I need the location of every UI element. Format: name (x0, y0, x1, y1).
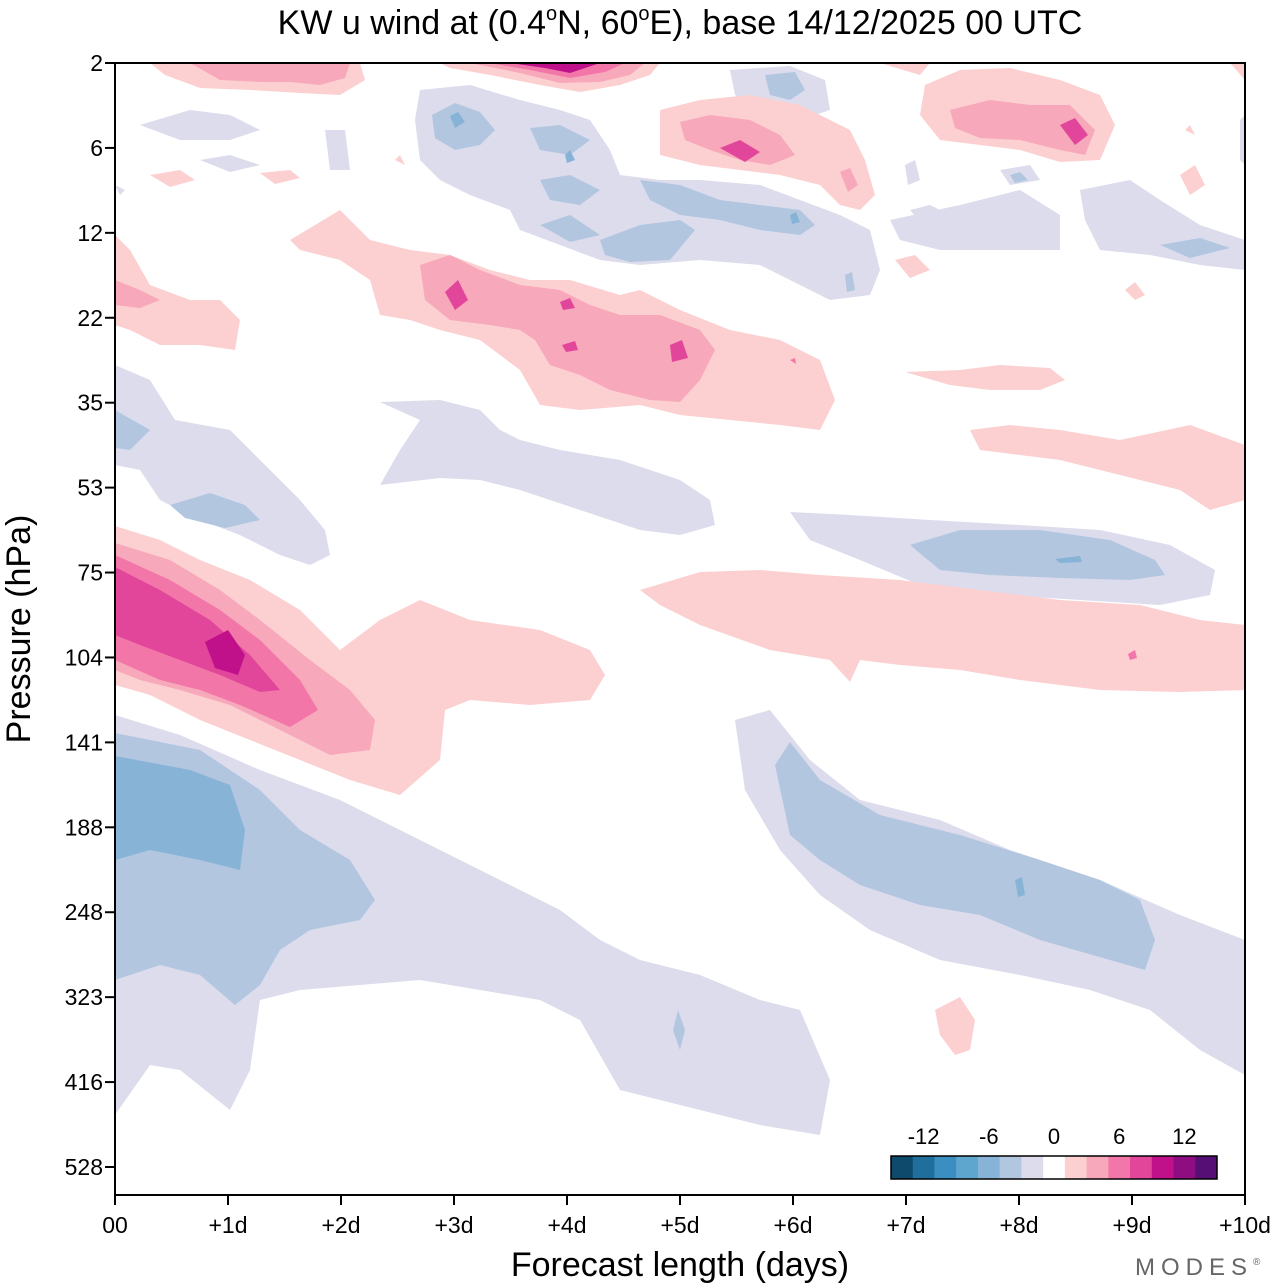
colorbar-swatch (1043, 1156, 1066, 1179)
contour-westerly-75hPa-band (640, 570, 1245, 1055)
contour-easterly-lower-late-mid (775, 742, 1155, 970)
y-tick-label: 6 (90, 135, 103, 161)
contour-westerly-low-weak (115, 526, 605, 795)
x-tick-label: 00 (102, 1212, 128, 1238)
chart-title: KW u wind at (0.4oN, 60oE), base 14/12/2… (278, 3, 1083, 42)
contour-easterly-mid-inner (115, 410, 260, 528)
colorbar-label: 0 (1048, 1124, 1060, 1149)
contour-easterly-lower-initial-strong (115, 756, 245, 870)
colorbar-label: 6 (1113, 1124, 1125, 1149)
contour-fields (115, 63, 1245, 1135)
colorbar-swatch (1195, 1156, 1218, 1179)
contour-easterly-upper-late-mid (910, 530, 1165, 580)
y-tick-label: 35 (77, 390, 103, 416)
colorbar-swatch (1151, 1156, 1175, 1179)
colorbar-swatch (956, 1156, 979, 1179)
contour-westerly-6hPa-weak (150, 68, 1205, 210)
y-tick-label: 53 (77, 475, 103, 501)
colorbar-swatch (1021, 1156, 1044, 1179)
colorbar-swatch (999, 1156, 1022, 1179)
y-axis-label: Pressure (hPa) (0, 515, 38, 744)
y-tick-label: 75 (77, 560, 103, 586)
y-tick-label: 22 (77, 305, 103, 331)
x-tick-label: +8d (999, 1212, 1038, 1238)
contour-easterly-top-pocket-mid (765, 72, 1028, 292)
y-tick-label: 12 (77, 220, 103, 246)
colorbar-swatch (912, 1156, 935, 1179)
contour-easterly-upper-band-weak-2 (890, 165, 1245, 270)
y-tick-label: 2 (90, 50, 103, 76)
colorbar-swatch (1130, 1156, 1153, 1179)
colorbar-label: 12 (1172, 1124, 1196, 1149)
y-tick-label: 323 (65, 984, 103, 1010)
x-tick-label: +10d (1219, 1212, 1271, 1238)
colorbar-label: -12 (908, 1124, 940, 1149)
colorbar-swatch (1064, 1156, 1088, 1179)
y-tick-label: 141 (65, 729, 103, 755)
contour-westerly-top-core (510, 63, 600, 73)
contour-easterly-upper-late-core (1055, 556, 1082, 563)
contour-westerly-low-core (205, 630, 245, 675)
colorbar-label: -6 (979, 1124, 999, 1149)
x-tick-label: +3d (434, 1212, 473, 1238)
y-tick-label: 416 (65, 1069, 103, 1095)
brand-logo: MODES® (1135, 1254, 1261, 1281)
colorbar-swatch (977, 1156, 1001, 1179)
y-tick-label: 248 (65, 899, 103, 925)
contour-easterly-mid-tongue (115, 365, 330, 565)
x-axis-label: Forecast length (days) (511, 1246, 849, 1284)
contour-easterly-top-pocket (115, 66, 1245, 195)
x-tick-label: +5d (660, 1212, 699, 1238)
colorbar-frame (890, 1155, 1218, 1180)
colorbar: -12 -6 0 6 12 (890, 1124, 1218, 1180)
x-tick-label: +9d (1112, 1212, 1151, 1238)
x-tick-label: +2d (321, 1212, 360, 1238)
x-axis: 00 +1d +2d +3d +4d +5d +6d +7d +8d +9d +10d (102, 1195, 1271, 1238)
contour-easterly-35hPa-band (380, 400, 715, 535)
contour-westerly-6hPa-mid (680, 100, 1095, 192)
y-tick-label: 104 (65, 644, 104, 670)
contour-westerly-upper-mid-core (445, 280, 688, 362)
x-tick-label: +4d (547, 1212, 586, 1238)
x-tick-label: +7d (886, 1212, 925, 1238)
colorbar-swatch (1108, 1156, 1131, 1179)
colorbar-swatch (891, 1156, 914, 1179)
contour-easterly-lower-initial-weak (115, 715, 830, 1135)
colorbar-swatch (1086, 1156, 1109, 1179)
contour-easterly-small-near-5d (673, 1010, 685, 1050)
y-axis: 2 6 12 22 35 53 75 104 141 188 248 323 416 528 (65, 50, 115, 1180)
colorbar-swatch (934, 1156, 957, 1179)
y-tick-label: 528 (65, 1154, 103, 1180)
colorbar-swatch (1173, 1156, 1196, 1179)
contour-westerly-upper-mid-band (115, 255, 715, 402)
y-tick-label: 188 (65, 814, 103, 840)
x-tick-label: +1d (208, 1212, 247, 1238)
x-tick-label: +6d (773, 1212, 812, 1238)
